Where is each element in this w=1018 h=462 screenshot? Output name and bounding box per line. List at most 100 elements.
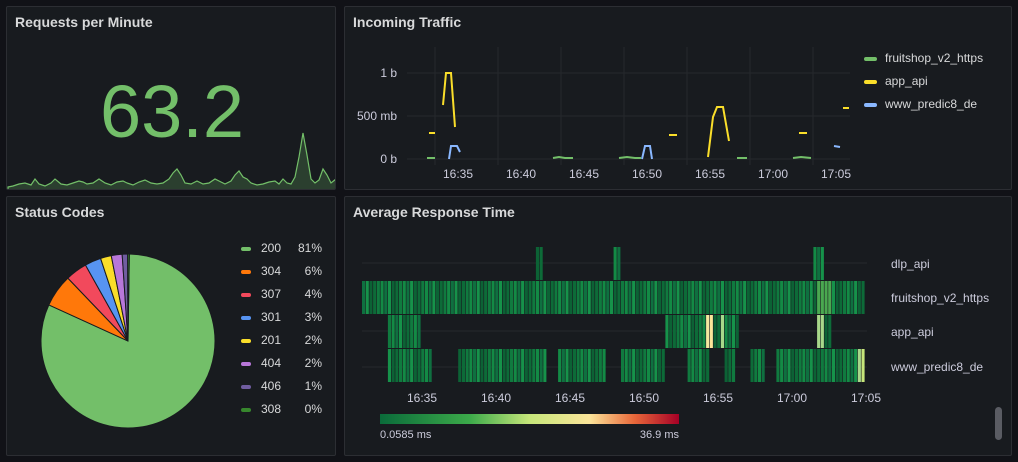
heatmap-cell [783,281,787,314]
heatmap-cell [854,349,858,382]
heatmap-cell [402,349,406,382]
heatmap-cell [665,281,669,314]
heatmap-cell [373,281,377,314]
heatmap-cell [724,281,728,314]
heatmap-cell [561,281,565,314]
heatmap-cell [643,281,647,314]
legend-fruitshop[interactable]: fruitshop_v2_https [864,51,983,65]
heatmap-cell [813,281,817,314]
heatmap-cell [813,349,817,382]
status-legend-item-201[interactable]: 201 2% [241,333,322,347]
heatmap-cell [580,349,584,382]
heatmap-cell [417,315,421,348]
legend-swatch [241,338,251,343]
requests-panel[interactable]: Requests per Minute 63.2 [6,6,336,190]
heatmap-cell [661,349,665,382]
x-tick: 16:50 [632,167,662,181]
heatmap-cell [806,281,810,314]
x-tick: 16:35 [407,391,437,405]
heatmap-cell [487,281,491,314]
heatmap-cell [839,281,843,314]
heatmap-cell [465,281,469,314]
heatmap-cell [702,315,706,348]
status-legend-item-200[interactable]: 200 81% [241,241,322,255]
heatmap-cell [691,349,695,382]
legend-percent: 0% [304,402,322,416]
heatmap-cell [424,349,428,382]
heatmap-cell [706,315,710,348]
row-label: dlp_api [891,257,930,271]
legend-label: fruitshop_v2_https [885,51,984,65]
heatmap-cell [643,349,647,382]
panel-scrollbar[interactable] [995,407,1002,440]
response-time-panel[interactable]: Average Response Time dlp_api fruitshop_… [344,196,1012,456]
heatmap-cell [646,349,650,382]
heatmap-cell [391,281,395,314]
legend-swatch [241,315,251,320]
heatmap-cell [761,281,765,314]
heatmap-cell [399,349,403,382]
legend-percent: 4% [304,287,322,301]
heatmap-cell [476,349,480,382]
heatmap-cell [757,349,761,382]
legend-www-predic8[interactable]: www_predic8_de [864,97,977,111]
x-tick: 17:00 [777,391,807,405]
heatmap-cell [820,315,824,348]
heatmap-cell [584,281,588,314]
heatmap-cell [728,281,732,314]
heatmap-cell [565,349,569,382]
heatmap-cell [458,281,462,314]
heatmap-cell [624,281,628,314]
heatmap-cell [717,315,721,348]
legend-code: 200 [261,241,282,255]
heatmap-cell [817,349,821,382]
heatmap-cell [543,349,547,382]
x-tick: 16:50 [629,391,659,405]
heatmap-cell [732,315,736,348]
status-legend-item-301[interactable]: 301 3% [241,310,322,324]
scale-max-label: 36.9 ms [640,429,680,441]
heatmap-cell [428,281,432,314]
series-www-predic8 [448,145,841,160]
status-codes-panel[interactable]: Status Codes 200 81% 304 6% 307 4% 301 3% 201 2% 4… [6,196,336,456]
heatmap-cell [776,281,780,314]
heatmap-cell [857,349,861,382]
status-legend-item-404[interactable]: 404 2% [241,356,322,370]
heatmap-cell [635,349,639,382]
status-legend-item-406[interactable]: 406 1% [241,379,322,393]
heatmap-cell [754,349,758,382]
heatmap-cell [746,281,750,314]
x-tick: 16:40 [506,167,536,181]
heatmap-cell [780,281,784,314]
heatmap-cell [387,281,391,314]
heatmap-cell [776,349,780,382]
heatmap-cell [831,349,835,382]
heatmap-cell [828,349,832,382]
heatmap-cell [391,315,395,348]
heatmap-cell [613,281,617,314]
scale-min-label: 0.0585 ms [380,429,432,441]
heatmap-cell [528,349,532,382]
heatmap-cell [591,349,595,382]
heatmap-cell [791,349,795,382]
legend-app-api[interactable]: app_api [864,74,928,88]
heatmap-cell [498,349,502,382]
heatmap-cell [817,315,821,348]
traffic-panel[interactable]: Incoming Traffic 1 b 500 mb 0 b 16:35 16… [344,6,1012,190]
status-legend-item-304[interactable]: 304 6% [241,264,322,278]
legend-code: 308 [261,402,282,416]
heatmap-cell [480,281,484,314]
heatmap-cell [395,349,399,382]
heatmap-cell [410,315,414,348]
status-legend-item-307[interactable]: 307 4% [241,287,322,301]
heatmap-cell [421,281,425,314]
legend-swatch [241,384,251,389]
y-tick-1: 1 b [380,66,397,80]
heatmap-cell [517,281,521,314]
heatmap-cell [413,281,417,314]
status-legend-item-308[interactable]: 308 0% [241,402,322,416]
legend-swatch [241,292,251,297]
heatmap-cell [661,281,665,314]
heatmap-cell [484,349,488,382]
heatmap-cell [572,281,576,314]
